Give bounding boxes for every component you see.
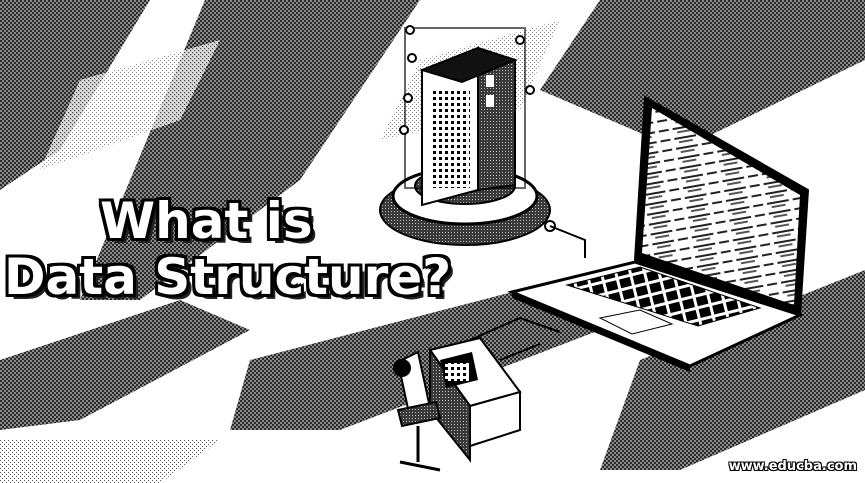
laptop-icon [507,95,810,372]
server-tower-icon [379,25,556,246]
watermark-url: www.educba.com [728,459,857,474]
title-line-2: Data Structure? [4,248,452,306]
office-chair-icon [393,350,442,472]
desk-icon [428,336,522,463]
title-line-1: What is [100,192,313,250]
circuit-lines [469,225,586,361]
